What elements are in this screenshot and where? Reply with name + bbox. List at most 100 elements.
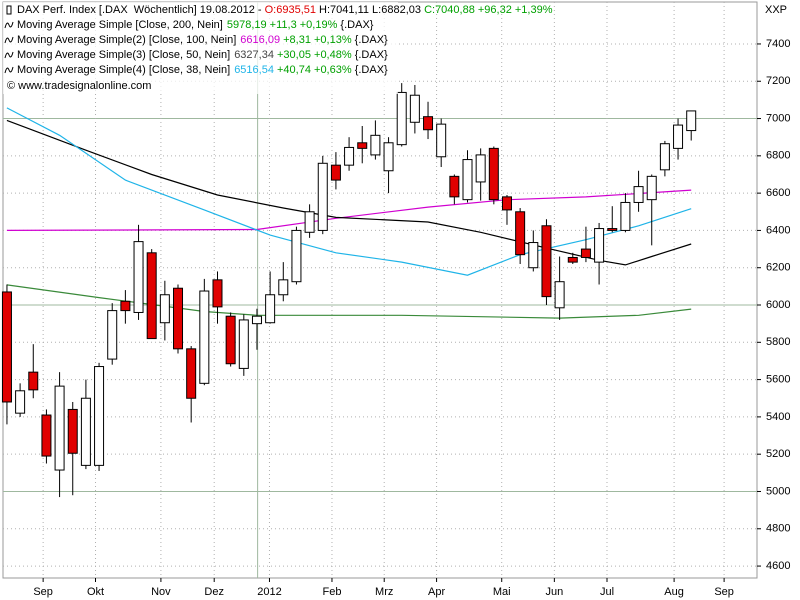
- legend-entry: Moving Average Simple [Close, 200, Nein]…: [17, 19, 374, 31]
- candle-body: [462, 159, 473, 201]
- candle-body: [344, 146, 355, 166]
- candle-body: [67, 408, 78, 454]
- candle-body: [330, 164, 341, 181]
- candle-body: [107, 310, 118, 360]
- y-tick-label: 5800: [766, 336, 790, 348]
- candle-body: [225, 315, 236, 365]
- candle-body: [1, 291, 12, 403]
- candle-body: [238, 319, 249, 369]
- candle-body: [199, 290, 210, 384]
- candle-body: [383, 142, 394, 172]
- legend-entry: Moving Average Simple(3) [Close, 50, Nei…: [17, 49, 388, 61]
- candle-body: [501, 196, 512, 211]
- candle-body: [646, 175, 657, 201]
- candle-body: [159, 294, 170, 324]
- candle-body: [146, 252, 157, 340]
- header-part: C:7040,88 +96,32 +1,39%: [424, 4, 553, 16]
- y-tick-label: 5600: [766, 374, 790, 386]
- candle-body: [554, 281, 565, 309]
- candle-body: [186, 348, 197, 399]
- candle-body: [304, 211, 315, 233]
- candle-body: [436, 123, 447, 158]
- y-tick-label: 5000: [766, 485, 790, 497]
- legend-icon: [4, 21, 14, 29]
- candle-body: [567, 256, 578, 263]
- x-tick-label: Jun: [545, 586, 563, 598]
- x-tick-label: Dez: [204, 586, 224, 598]
- candle-body: [120, 300, 131, 312]
- legend-readout: +40,74 +0,63%: [274, 64, 352, 76]
- candle-body: [449, 175, 460, 198]
- y-tick-label: 6600: [766, 187, 790, 199]
- x-tick-label: Aug: [664, 586, 684, 598]
- x-tick-label: Jul: [600, 586, 614, 598]
- legend-name: Moving Average Simple(4) [Close, 38, Nei…: [17, 64, 230, 76]
- x-tick-label: 2012: [257, 586, 281, 598]
- candle-body: [396, 91, 407, 146]
- header-part: O:6935,51: [265, 4, 316, 16]
- legend-readout: {.DAX}: [352, 34, 388, 46]
- y-tick-label: 6200: [766, 262, 790, 274]
- header-part: H:7041,11 L:6882,03: [316, 4, 424, 16]
- candle-body: [278, 279, 289, 296]
- y-tick-label: 6800: [766, 150, 790, 162]
- legend-entry: Moving Average Simple(2) [Close, 100, Ne…: [17, 34, 388, 46]
- x-tick-label: Feb: [322, 586, 341, 598]
- y-tick-label: 4800: [766, 523, 790, 535]
- candle-body: [291, 229, 302, 283]
- legend-name: Moving Average Simple(2) [Close, 100, Ne…: [17, 34, 236, 46]
- legend-readout: {.DAX}: [352, 64, 388, 76]
- candle-body: [265, 294, 276, 324]
- legend-header: DAX Perf. Index [.DAX Wöchentlich] 19.08…: [17, 4, 553, 16]
- y-tick-label: 7400: [766, 38, 790, 50]
- candle-body: [173, 287, 184, 350]
- legend-readout: {.DAX}: [337, 19, 373, 31]
- watermark: © www.tradesignalonline.com: [7, 80, 151, 92]
- moving-average-line: [6, 119, 692, 266]
- legend-icon: [4, 51, 14, 59]
- y-tick-label: 6400: [766, 224, 790, 236]
- legend-readout: {.DAX}: [352, 49, 388, 61]
- candle-body: [28, 371, 39, 391]
- candle-body: [659, 143, 670, 171]
- x-tick-label: Apr: [428, 586, 445, 598]
- x-tick-label: Mai: [493, 586, 511, 598]
- candle-body: [317, 162, 328, 231]
- legend-readout: 6516,54: [234, 64, 274, 76]
- candle-body: [686, 110, 697, 132]
- legend-entry: Moving Average Simple(4) [Close, 38, Nei…: [17, 64, 388, 76]
- candle-body: [15, 390, 26, 414]
- candle-body: [370, 134, 381, 156]
- x-tick-label: Okt: [87, 586, 104, 598]
- y-tick-label: 5400: [766, 411, 790, 423]
- x-tick-label: Sep: [714, 586, 734, 598]
- candle-body: [212, 279, 223, 308]
- header-part: DAX Perf. Index [.DAX Wöchentlich] 19.08…: [17, 4, 265, 16]
- candle-body: [488, 147, 499, 201]
- candle-body: [357, 142, 368, 149]
- x-tick-label: Nov: [151, 586, 171, 598]
- legend-icon: [4, 66, 14, 74]
- legend-name: Moving Average Simple(3) [Close, 50, Nei…: [17, 49, 230, 61]
- candle-body: [54, 385, 65, 471]
- y-tick-label: 6000: [766, 299, 790, 311]
- candle-body: [633, 186, 644, 203]
- candle-body: [475, 154, 486, 183]
- legend-readout: 5978,19 +11,3 +0,19%: [227, 19, 338, 31]
- x-tick-label: Mrz: [375, 586, 393, 598]
- legend-readout: 6327,34: [234, 49, 274, 61]
- candle-body: [607, 228, 618, 231]
- moving-average-line: [6, 284, 692, 319]
- plot-area: [2, 1, 758, 579]
- legend-readout: +30,05 +0,48%: [274, 49, 352, 61]
- legend-icon: [4, 36, 14, 44]
- candle-body: [515, 211, 526, 256]
- y-tick-label: 5200: [766, 448, 790, 460]
- y-tick-label: 4600: [766, 560, 790, 572]
- candle-body: [423, 116, 434, 131]
- candle-body: [133, 241, 144, 313]
- y-tick-label: 7200: [766, 75, 790, 87]
- candle-body: [409, 94, 420, 123]
- legend-icon: [6, 5, 12, 15]
